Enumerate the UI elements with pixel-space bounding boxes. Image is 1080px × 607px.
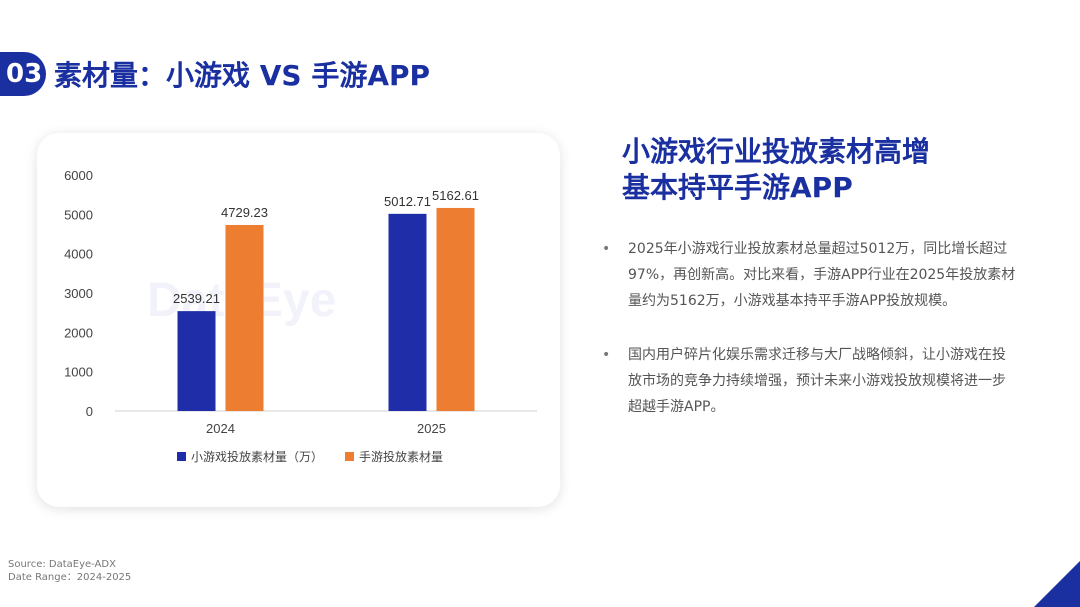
data-label: 5162.61 — [432, 188, 479, 203]
bullet-item: • 2025年小游戏行业投放素材总量超过5012万，同比增长超过97%，再创新高… — [598, 236, 1018, 314]
date-range-text: Date Range：2024-2025 — [8, 572, 132, 583]
bar — [177, 311, 216, 411]
y-tick-label: 0 — [86, 404, 93, 419]
bar — [225, 224, 264, 411]
bar-chart: DataEye010002000300040005000600020242539… — [64, 168, 537, 464]
data-label: 5012.71 — [384, 194, 431, 209]
y-tick-label: 2000 — [64, 325, 93, 340]
summary-title-line-2: 基本持平手游APP — [622, 171, 853, 204]
data-label: 2539.21 — [173, 291, 220, 306]
legend-label: 手游投放素材量 — [359, 449, 443, 464]
legend-swatch — [177, 452, 186, 461]
bullet-list: • 2025年小游戏行业投放素材总量超过5012万，同比增长超过97%，再创新高… — [598, 236, 1018, 448]
corner-decoration — [1034, 561, 1080, 607]
bullet-text: 2025年小游戏行业投放素材总量超过5012万，同比增长超过97%，再创新高。对… — [628, 241, 1016, 309]
bullet-item: • 国内用户碎片化娱乐需求迁移与大厂战略倾斜，让小游戏在投放市场的竞争力持续增强… — [598, 342, 1018, 420]
footer-source: Source: DataEye-ADX Date Range：2024-2025 — [8, 558, 131, 584]
page-title: 素材量：小游戏 VS 手游APP — [54, 59, 431, 92]
y-tick-label: 3000 — [64, 286, 93, 301]
bar — [388, 213, 427, 411]
y-tick-label: 1000 — [64, 365, 93, 380]
source-text: Source: DataEye-ADX — [8, 559, 116, 570]
summary-title: 小游戏行业投放素材高增 基本持平手游APP — [622, 134, 930, 206]
chart-card: DataEye010002000300040005000600020242539… — [37, 133, 560, 507]
y-tick-label: 6000 — [64, 168, 93, 183]
y-tick-label: 5000 — [64, 207, 93, 222]
x-tick-label: 2024 — [206, 421, 235, 436]
summary-title-line-1: 小游戏行业投放素材高增 — [622, 135, 931, 168]
bullet-dot-icon: • — [602, 241, 611, 257]
x-tick-label: 2025 — [417, 421, 446, 436]
y-tick-label: 4000 — [64, 247, 93, 262]
legend-swatch — [345, 452, 354, 461]
bullet-dot-icon: • — [602, 347, 611, 363]
section-number-badge: 03 — [0, 52, 46, 96]
legend-label: 小游戏投放素材量（万） — [191, 449, 323, 464]
bullet-text: 国内用户碎片化娱乐需求迁移与大厂战略倾斜，让小游戏在投放市场的竞争力持续增强，预… — [628, 347, 1006, 415]
bar — [436, 207, 475, 411]
data-label: 4729.23 — [221, 205, 268, 220]
